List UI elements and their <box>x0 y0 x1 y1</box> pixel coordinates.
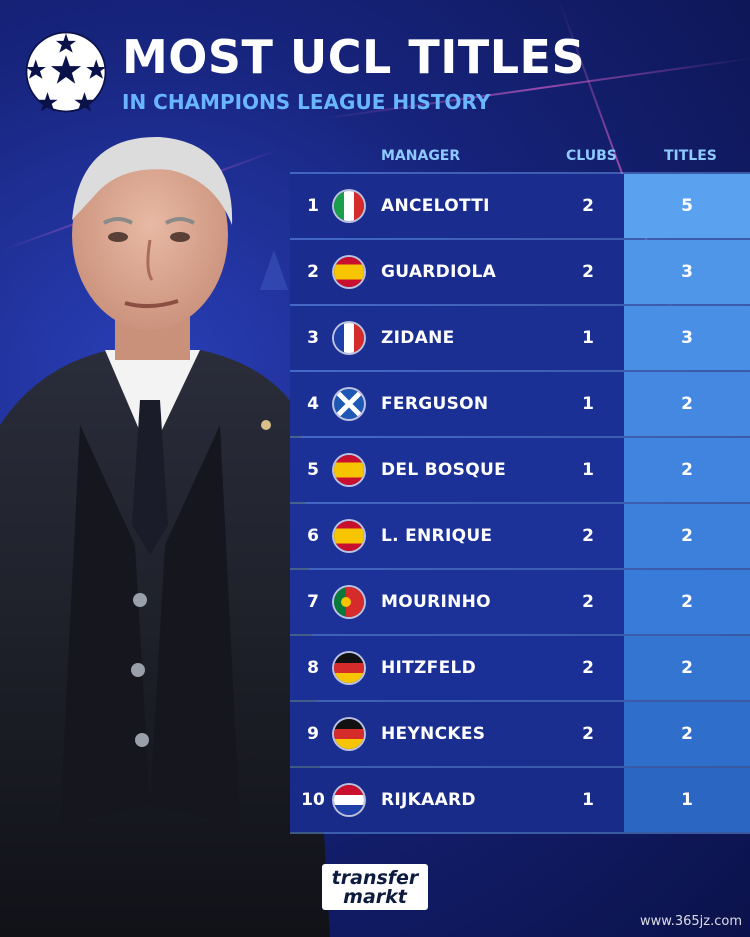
row-titles-cell <box>624 306 750 370</box>
table-row: 1 ANCELOTTI 2 5 <box>290 174 750 238</box>
watermark-text: www.365jz.com <box>640 914 742 929</box>
rank-number: 7 <box>307 592 319 612</box>
manager-name: FERGUSON <box>381 394 489 414</box>
row-titles-cell <box>624 174 750 238</box>
table-row: 3 ZIDANE 1 3 <box>290 306 750 370</box>
titles-count: 2 <box>681 658 693 678</box>
column-header-manager: MANAGER <box>381 148 461 164</box>
armillary-icon <box>341 597 351 607</box>
brand-line-1: transfer <box>331 867 419 889</box>
clubs-count: 1 <box>582 790 594 810</box>
column-header-titles: TITLES <box>664 148 717 164</box>
rank-number: 8 <box>307 658 319 678</box>
spain-flag-icon <box>334 521 364 551</box>
row-divider <box>290 634 750 636</box>
row-divider <box>290 766 750 768</box>
manager-name: ANCELOTTI <box>381 196 490 216</box>
row-divider <box>290 370 750 372</box>
rank-number: 10 <box>301 790 325 810</box>
manager-name: HEYNCKES <box>381 724 486 744</box>
table-row: 9 HEYNCKES 2 2 <box>290 702 750 766</box>
clubs-count: 2 <box>582 262 594 282</box>
manager-name: DEL BOSQUE <box>381 460 506 480</box>
italy-flag-icon <box>334 191 364 221</box>
table-row: 5 DEL BOSQUE 1 2 <box>290 438 750 502</box>
titles-count: 2 <box>681 724 693 744</box>
titles-count: 1 <box>681 790 693 810</box>
table-bottom-border <box>290 832 750 834</box>
titles-count: 2 <box>681 526 693 546</box>
clubs-count: 2 <box>582 658 594 678</box>
clubs-count: 1 <box>582 394 594 414</box>
row-divider <box>290 238 750 240</box>
row-titles-cell <box>624 702 750 766</box>
rank-number: 1 <box>307 196 319 216</box>
row-divider <box>290 436 750 438</box>
spain-flag-icon <box>334 455 364 485</box>
rank-number: 2 <box>307 262 319 282</box>
germany-flag-icon <box>334 719 364 749</box>
table-row: 10 RIJKAARD 1 1 <box>290 768 750 832</box>
table-row: 7 MOURINHO 2 2 <box>290 570 750 634</box>
row-titles-cell <box>624 504 750 568</box>
rank-number: 3 <box>307 328 319 348</box>
column-header-clubs: CLUBS <box>566 148 617 164</box>
row-titles-cell <box>624 636 750 700</box>
transfermarkt-logo: transfer markt <box>322 864 428 910</box>
table-row: 8 HITZFELD 2 2 <box>290 636 750 700</box>
manager-name: HITZFELD <box>381 658 477 678</box>
manager-name: MOURINHO <box>381 592 491 612</box>
titles-count: 2 <box>681 592 693 612</box>
table-row: 6 L. ENRIQUE 2 2 <box>290 504 750 568</box>
row-titles-cell <box>624 438 750 502</box>
row-titles-cell <box>624 372 750 436</box>
france-flag-icon <box>334 323 364 353</box>
scotland-flag-icon <box>334 389 364 419</box>
starball-logo-icon <box>25 31 107 113</box>
row-divider <box>290 700 750 702</box>
manager-name: RIJKAARD <box>381 790 476 810</box>
spain-flag-icon <box>334 257 364 287</box>
star-spark <box>260 250 288 290</box>
germany-flag-icon <box>334 653 364 683</box>
netherlands-flag-icon <box>334 785 364 815</box>
titles-count: 5 <box>681 196 693 216</box>
titles-count: 2 <box>681 460 693 480</box>
rank-number: 9 <box>307 724 319 744</box>
table-top-border <box>290 172 750 174</box>
manager-name: L. ENRIQUE <box>381 526 493 546</box>
saltire-icon <box>334 389 364 419</box>
portugal-flag-icon <box>334 587 364 617</box>
rank-number: 4 <box>307 394 319 414</box>
titles-count: 2 <box>681 394 693 414</box>
titles-count: 3 <box>681 262 693 282</box>
row-divider <box>290 304 750 306</box>
clubs-count: 2 <box>582 724 594 744</box>
clubs-count: 2 <box>582 592 594 612</box>
row-titles-cell <box>624 570 750 634</box>
brand-line-2: markt <box>343 886 407 908</box>
ranking-table: 1 ANCELOTTI 2 5 2 GUARDIOLA 2 3 3 ZIDANE… <box>290 172 750 838</box>
titles-count: 3 <box>681 328 693 348</box>
table-row: 4 FERGUSON 1 2 <box>290 372 750 436</box>
rank-number: 5 <box>307 460 319 480</box>
row-divider <box>290 568 750 570</box>
rank-number: 6 <box>307 526 319 546</box>
clubs-count: 2 <box>582 526 594 546</box>
clubs-count: 2 <box>582 196 594 216</box>
table-row: 2 GUARDIOLA 2 3 <box>290 240 750 304</box>
row-titles-cell <box>624 240 750 304</box>
page-title: MOST UCL TITLES <box>122 30 586 84</box>
row-divider <box>290 502 750 504</box>
clubs-count: 1 <box>582 328 594 348</box>
clubs-count: 1 <box>582 460 594 480</box>
row-titles-cell <box>624 768 750 832</box>
page-subtitle: IN CHAMPIONS LEAGUE HISTORY <box>122 90 491 114</box>
manager-name: ZIDANE <box>381 328 455 348</box>
manager-photo <box>0 136 330 937</box>
manager-name: GUARDIOLA <box>381 262 497 282</box>
